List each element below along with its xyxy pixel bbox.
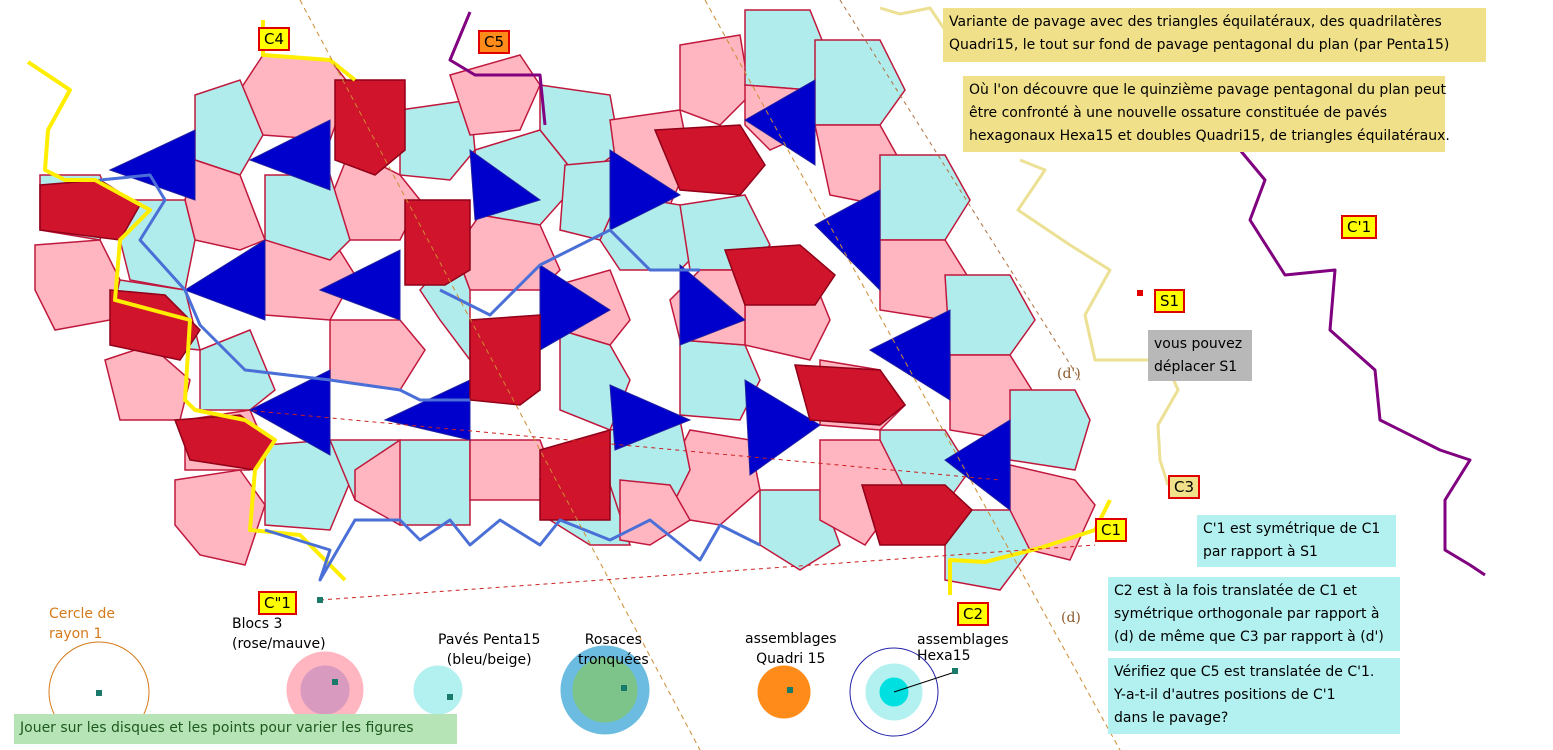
tag-c3[interactable]: C3	[1168, 475, 1201, 499]
pink-pentagon-tile	[34, 239, 121, 331]
label-blocs: Blocs 3 (rose/mauve)	[232, 616, 326, 652]
drag-point[interactable]	[96, 690, 102, 696]
note-variant: Variante de pavage avec des triangles éq…	[943, 8, 1486, 62]
note-move-s1: vous pouvez déplacer S1	[1148, 330, 1252, 381]
cyan-pentagon-tile	[944, 509, 1031, 591]
guide-red-2	[244, 409, 1001, 481]
guide-red-1	[319, 544, 1096, 601]
curve-c3	[1016, 158, 1180, 486]
blue-triangle-tile	[609, 149, 682, 231]
rosaces-disc-inner[interactable]	[572, 657, 638, 723]
blue-triangle-tile	[744, 79, 816, 166]
drag-point[interactable]	[787, 687, 793, 693]
guide-line-d	[704, 0, 1121, 750]
label-d: (d)	[1061, 610, 1081, 626]
blue-triangle-tile	[539, 264, 611, 351]
quadri-disc[interactable]	[757, 665, 811, 719]
guide-line-1	[299, 0, 701, 750]
blue-triangle-tile	[609, 384, 692, 451]
blue-triangle-tile	[248, 119, 331, 191]
curve-blue-bottom	[264, 518, 761, 582]
note-play: Jouer sur les disques et les points pour…	[14, 714, 457, 744]
tag-s1[interactable]: S1	[1154, 289, 1186, 313]
blue-triangle-tile	[469, 148, 542, 221]
blue-triangle-tile	[744, 379, 821, 476]
tag-c2[interactable]: C2	[957, 602, 990, 626]
cyan-pentagon-tile	[1009, 389, 1091, 471]
paves-disc[interactable]	[413, 665, 463, 715]
cyan-pentagon-tile	[399, 439, 471, 526]
red-hexagon-tile	[794, 364, 907, 426]
note-discovery: Où l'on découvre que le quinzième pavage…	[963, 76, 1450, 152]
drag-point[interactable]	[621, 685, 627, 691]
label-quadri: assemblages Quadri 15	[745, 631, 837, 667]
curve-blue-mid	[439, 228, 700, 317]
hexagon-tiles	[39, 79, 974, 546]
blue-triangle-tile	[248, 369, 331, 456]
curve-blue-1	[99, 173, 470, 402]
cyan-pentagon-tile	[879, 154, 971, 241]
blue-triangle-tile	[318, 249, 401, 321]
guide-line-d-prime	[839, 0, 1081, 381]
label-cercle: Cercle de rayon 1	[49, 606, 115, 642]
drag-point[interactable]	[952, 668, 958, 674]
blue-triangle-tile	[814, 189, 881, 292]
blue-triangle-tile	[108, 129, 196, 201]
label-d-prime: (d')	[1057, 366, 1081, 382]
blue-triangle-tile	[944, 419, 1011, 512]
curve-c5	[448, 11, 547, 126]
drag-point[interactable]	[447, 694, 453, 700]
red-hexagon-tile	[539, 429, 611, 521]
cyan-pentagon-tile	[814, 39, 906, 126]
label-hexa: assemblages Hexa15	[917, 632, 1009, 664]
note-c2-info: C2 est à la fois translatée de C1 et sym…	[1108, 577, 1400, 651]
control-discs[interactable]	[48, 290, 1143, 743]
red-hexagon-tile	[404, 199, 471, 286]
red-hexagon-tile	[39, 179, 142, 241]
s1-point[interactable]	[1137, 290, 1143, 296]
cyan-pentagon-tile	[199, 329, 276, 411]
blocs-disc-inner[interactable]	[300, 665, 350, 715]
red-hexagon-tile	[334, 79, 406, 176]
label-paves: Pavés Penta15 (bleu/beige)	[438, 632, 541, 668]
curve-c4-left	[26, 60, 347, 582]
red-hexagon-tile	[723, 244, 836, 306]
boundary-curves	[26, 6, 1486, 595]
hexa-disc-outer[interactable]	[849, 647, 939, 737]
tag-c1[interactable]: C1	[1095, 518, 1128, 542]
pink-pentagon-tile	[184, 159, 266, 251]
pink-pentagon-tile	[329, 319, 426, 391]
tag-c4[interactable]: C4	[258, 27, 291, 51]
red-hexagon-tile	[653, 124, 766, 196]
label-rosaces: Rosaces tronquées	[578, 632, 649, 668]
triangle-tiles	[108, 79, 1011, 512]
drag-point[interactable]	[317, 597, 323, 603]
tag-c-second-1[interactable]: C"1	[258, 591, 297, 615]
note-verify: Vérifiez que C5 est translatée de C'1. Y…	[1108, 658, 1400, 734]
drag-point[interactable]	[332, 679, 338, 685]
guide-lines	[244, 0, 1121, 750]
pink-pentagon-tile	[619, 479, 692, 546]
blue-triangle-tile	[679, 263, 746, 346]
red-hexagon-tile	[469, 314, 541, 406]
red-hexagon-tile	[860, 484, 974, 546]
curve-c-prime-1	[1238, 149, 1486, 577]
tag-c5[interactable]: C5	[478, 30, 511, 54]
note-c1-symmetry: C'1 est symétrique de C1 par rapport à S…	[1197, 515, 1396, 567]
tag-c-prime-1[interactable]: C'1	[1341, 215, 1378, 239]
hexa-radius-line	[893, 671, 956, 693]
curve-pale-top	[879, 6, 947, 31]
blue-triangle-tile	[868, 309, 951, 401]
blue-triangle-tile	[183, 239, 266, 321]
pink-pentagon-tile	[679, 34, 751, 126]
